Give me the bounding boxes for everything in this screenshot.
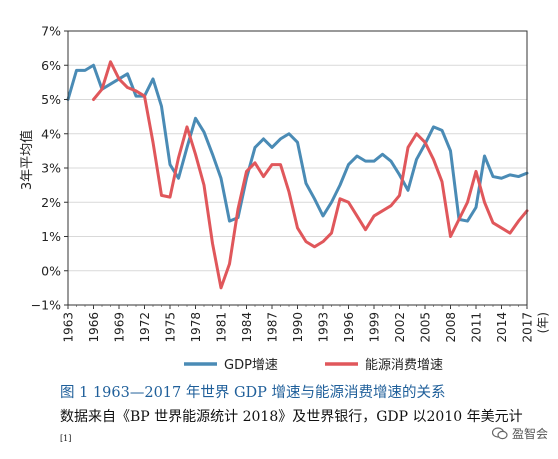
series-line: [92, 60, 529, 290]
x-tick-label: 1990: [291, 312, 305, 343]
x-tick-label: 1963: [62, 312, 76, 343]
x-tick-label: 1996: [342, 312, 356, 343]
x-tick-label: 2002: [393, 312, 407, 343]
x-tick-label: 1978: [189, 312, 203, 343]
x-tick-label: 2014: [495, 312, 509, 343]
figure-note: 数据来自《BP 世界能源统计 2018》及世界银行，GDP 以2010 年美元计…: [60, 407, 530, 454]
x-tick-label: 1966: [87, 312, 101, 343]
x-tick-label: 2008: [444, 312, 458, 343]
note-text: 数据来自《BP 世界能源统计 2018》及世界银行，GDP 以2010 年美元计: [60, 409, 523, 425]
x-tick-label: 1999: [368, 312, 382, 343]
legend-label: GDP增速: [224, 358, 278, 373]
chart-plot: [66, 60, 529, 290]
x-tick-label: 1972: [138, 312, 152, 343]
y-tick-label: 0%: [41, 263, 61, 278]
y-tick-label: 3%: [41, 161, 61, 176]
x-tick-label: 1969: [113, 312, 127, 343]
x-tick-label: 1981: [215, 312, 229, 343]
y-tick-label: −1%: [31, 298, 61, 313]
y-tick-label: 6%: [41, 58, 61, 73]
chart-legend: GDP增速 能源消费增速: [184, 358, 443, 373]
y-axis-label: 3年平均值: [19, 130, 35, 190]
plot-frame: [67, 30, 528, 306]
x-tick-label: 2005: [419, 312, 433, 343]
legend-label: 能源消费增速: [365, 358, 443, 373]
x-unit-label: (年): [536, 312, 550, 333]
y-tick-label: 4%: [41, 126, 61, 141]
watermark: 盈智会: [491, 425, 548, 442]
x-tick-label: 1984: [240, 312, 254, 343]
chart-svg: −1% 0% 1% 2% 3% 4% 5% 6% 7% 1963 1966 1969 1972 1975 1…: [19, 24, 550, 374]
figure-caption: 图 1 1963—2017 年世界 GDP 增速与能源消费增速的关系: [60, 385, 446, 401]
x-tick-label: 2011: [470, 312, 484, 343]
series-line: [66, 63, 529, 223]
x-tick-label: 1993: [317, 312, 331, 343]
chart-axes: −1% 0% 1% 2% 3% 4% 5% 6% 7% 1963 1966 1969 1972 1975 1…: [19, 24, 550, 343]
note-reference: [1]: [60, 434, 72, 443]
x-tick-label: 1987: [266, 312, 280, 343]
watermark-text: 盈智会: [511, 427, 548, 441]
wechat-icon: [491, 427, 508, 440]
y-tick-label: 5%: [41, 92, 61, 107]
y-tick-label: 7%: [41, 24, 61, 39]
x-tick-label: 1975: [164, 312, 178, 343]
y-tick-label: 1%: [41, 229, 61, 244]
x-tick-label: 2017: [521, 312, 535, 343]
y-tick-label: 2%: [41, 195, 61, 210]
